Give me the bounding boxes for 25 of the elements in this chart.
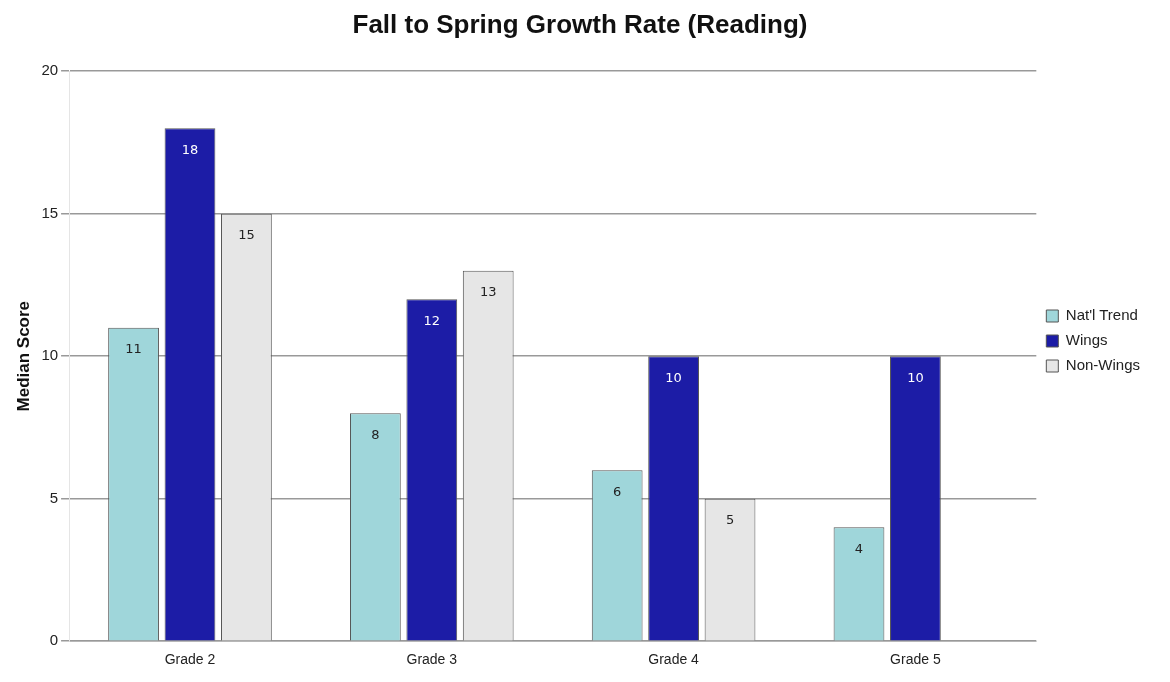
data-label: 12 bbox=[423, 312, 441, 328]
data-label: 4 bbox=[854, 540, 864, 556]
data-label: 8 bbox=[371, 426, 380, 442]
y-tick-label: 15 bbox=[41, 203, 59, 221]
x-tick-label: Grade 5 bbox=[890, 651, 941, 668]
x-tick-label: Grade 4 bbox=[648, 651, 700, 668]
data-label: 6 bbox=[613, 483, 622, 499]
x-tick-label: Grade 3 bbox=[406, 651, 458, 668]
legend-label: Non-Wings bbox=[1065, 356, 1140, 374]
y-tick-label: 0 bbox=[49, 631, 59, 649]
chart-title: Fall to Spring Growth Rate (Reading) bbox=[352, 8, 808, 39]
x-tick-label: Grade 2 bbox=[164, 651, 216, 668]
legend-label: Wings bbox=[1065, 331, 1108, 349]
data-label: 10 bbox=[665, 369, 682, 385]
data-label: 15 bbox=[238, 227, 255, 243]
data-label: 10 bbox=[907, 369, 924, 385]
data-label: 5 bbox=[725, 512, 735, 528]
y-tick-label: 10 bbox=[41, 346, 59, 364]
y-tick-label: 5 bbox=[49, 488, 59, 506]
legend-label: Nat'l Trend bbox=[1065, 306, 1138, 324]
data-label: 11 bbox=[125, 341, 142, 357]
y-axis-title: Median Score bbox=[13, 300, 33, 412]
data-label: 13 bbox=[479, 284, 497, 300]
data-label: 18 bbox=[181, 141, 199, 157]
y-tick-label: 20 bbox=[41, 61, 59, 79]
